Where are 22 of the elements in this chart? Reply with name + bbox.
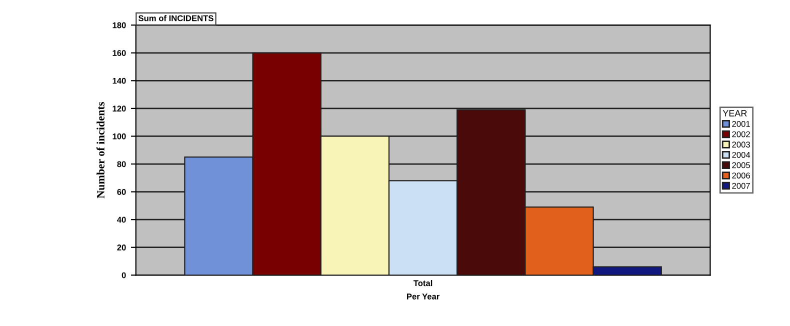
y-tick-label: 140 bbox=[112, 78, 126, 84]
legend-title: YEAR bbox=[722, 110, 747, 116]
legend-label: 2003 bbox=[732, 142, 750, 148]
x-axis-title: Per Year bbox=[406, 294, 440, 300]
legend-label: 2006 bbox=[732, 172, 750, 178]
y-tick-label: 20 bbox=[117, 244, 126, 250]
y-tick-label: 40 bbox=[117, 216, 126, 223]
legend-label: 2004 bbox=[732, 152, 750, 158]
legend-label: 2007 bbox=[732, 182, 750, 189]
legend-label: 2001 bbox=[732, 121, 750, 127]
y-tick-label: 0 bbox=[122, 272, 126, 278]
y-tick-label: 80 bbox=[117, 161, 126, 168]
y-tick-label: 60 bbox=[117, 188, 126, 195]
legend-label: 2002 bbox=[732, 131, 750, 138]
y-tick-label: 160 bbox=[112, 50, 126, 56]
y-tick-label: 180 bbox=[112, 22, 126, 28]
text: Sum of INCIDENTS bbox=[138, 15, 214, 22]
y-axis-title: Number of incidents bbox=[96, 102, 104, 198]
y-tick-label: 120 bbox=[112, 106, 126, 112]
y-tick-label: 100 bbox=[112, 133, 126, 140]
x-tick-label: Total bbox=[413, 280, 432, 286]
legend-label: 2005 bbox=[732, 162, 750, 168]
